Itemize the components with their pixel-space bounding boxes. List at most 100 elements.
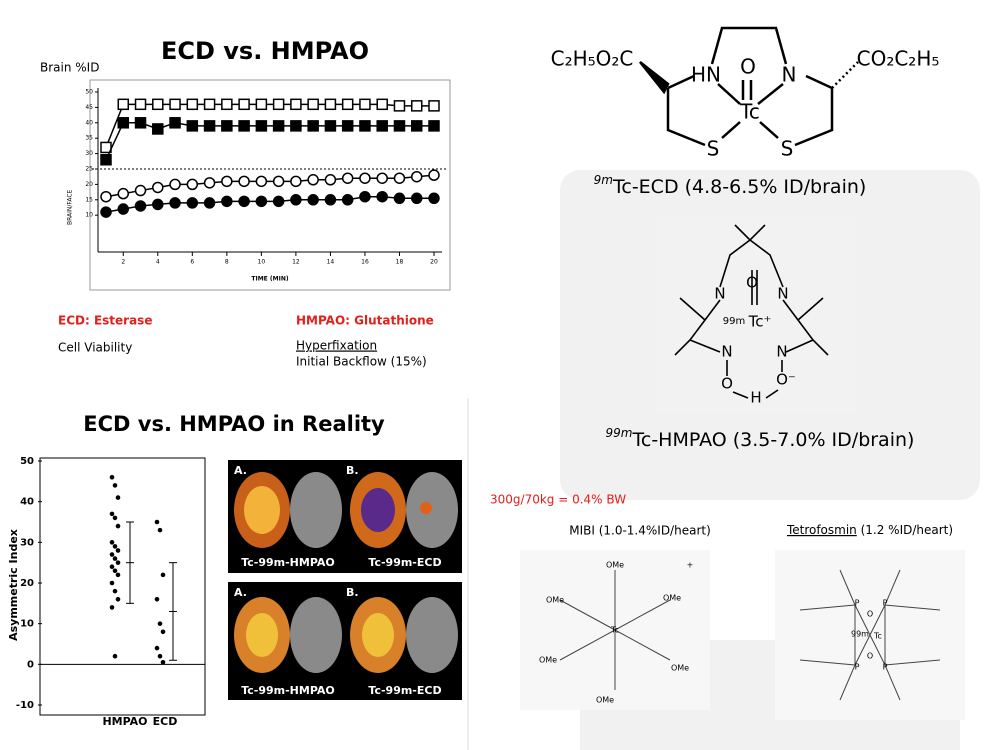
y-axis-note: BRAIN/FACE [67,189,74,225]
marker [100,190,112,203]
x-tick-label: 10 [258,259,266,266]
structure-label: Tc [873,632,882,641]
x-tick-label: 12 [292,259,300,266]
marker [290,98,302,111]
marker [169,197,181,209]
marker [341,194,354,206]
ecd-note: Cell Viability [58,341,132,355]
y-axis-label: Brain %ID [40,61,99,75]
marker [255,175,268,188]
data-point [154,596,160,602]
data-point [109,540,115,545]
data-point [160,629,166,635]
y-tick-label: 40 [85,119,93,126]
data-point [154,645,160,651]
marker [307,98,319,111]
x-tick-label: ECD [153,715,178,728]
caption-sup: 9m [594,173,613,187]
marker [376,120,388,132]
marker [376,190,388,203]
weight-note: 300g/70kg = 0.4% BW [490,493,626,507]
structure-label: N [776,343,787,361]
marker [203,197,216,209]
structure-label: P [855,599,860,608]
chart-title: ECD vs. HMPAO in Reality [83,412,385,436]
structure-label: OMe [663,594,681,603]
caption-main: Tc-ECD (4.8-6.5% ID/brain) [612,176,866,198]
data-point [112,544,118,549]
chart2-frame [39,457,206,716]
y-tick-label: 10 [20,619,34,630]
chart-title: ECD vs. HMPAO [161,37,369,65]
y-tick-label: 20 [85,181,93,188]
x-tick-label: 6 [190,259,194,266]
y-axis-label: Asymmetric Index [7,529,20,641]
structure-label: S [781,137,794,161]
marker [359,120,371,132]
chart1-frame [89,79,451,291]
hmpao-note: Initial Backflow (15%) [296,355,427,369]
structure-label: 99m [851,630,869,639]
structure-label: C₂H₅O₂C [551,47,634,71]
hmpao-note: Hyperfixation [296,339,377,353]
structure-label: + [687,561,694,570]
structure-label: P [883,599,888,608]
structure-label: OMe [539,656,557,665]
tetrofosmin-bonds [799,569,941,701]
structure-label: CO₂C₂H₅ [857,47,940,71]
marker [359,190,371,203]
y-tick-label: 10 [85,212,93,219]
marker [169,98,181,111]
x-tick-label: 20 [430,259,438,266]
marker [100,206,112,218]
y-tick-label: 50 [85,89,93,96]
tetrofosmin-name: Tetrofosmin [786,523,857,537]
marker [152,98,164,111]
x-tick-label: 16 [361,259,369,266]
structure-label: N [782,63,797,87]
marker [100,154,112,166]
x-tick-label: 2 [121,259,125,266]
marker [341,172,354,184]
structure-label: HN [691,63,721,87]
marker [428,120,440,132]
hmpao-bonds [674,224,829,399]
data-point [109,580,115,586]
structure-label: N [721,343,732,361]
marker [238,175,250,188]
structure-label: O [867,610,873,619]
marker [272,175,285,188]
structure-label: S [707,137,720,161]
hmpao-structure-bg [655,215,855,412]
marker [134,98,147,111]
y-tick-label: 15 [85,196,93,203]
marker [324,120,337,132]
marker [324,98,337,111]
y-tick-label: 30 [85,150,93,157]
marker [186,120,199,132]
x-tick-label: 8 [225,259,229,266]
y-tick-label: 0 [27,659,34,670]
data-point [109,511,115,517]
structure-label: O⁻ [776,371,796,389]
data-point [112,556,118,561]
data-point [154,519,160,525]
marker [393,100,406,112]
structure-label: O [740,55,756,79]
mibi-caption: MIBI (1.0-1.4%ID/heart) [569,524,711,538]
marker [272,98,285,111]
marker [428,100,440,112]
marker [410,100,423,112]
hmpao-note-title: HMPAO: Glutathione [296,314,434,328]
structure-label: P [855,663,860,672]
marker [169,178,181,191]
marker [393,192,406,205]
data-point [157,621,163,626]
y-tick-label: 35 [85,135,93,142]
marker [152,123,164,135]
marker [186,197,199,209]
panel-label: A. [234,586,247,599]
marker [152,198,164,211]
data-point [115,596,121,602]
